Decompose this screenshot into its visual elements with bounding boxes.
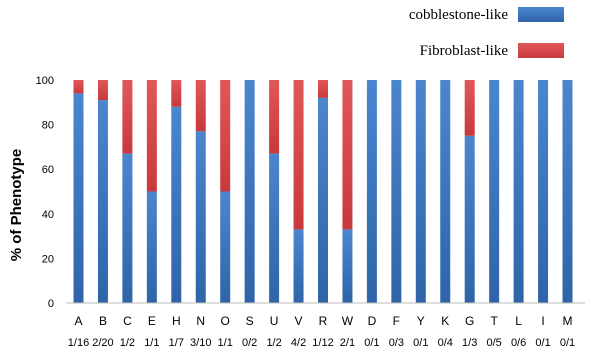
bar-O-fibroblast bbox=[220, 80, 231, 192]
x-category-label-M: M bbox=[563, 314, 573, 328]
bar-A-fibroblast bbox=[73, 80, 84, 94]
x-ratio-label-F: 0/3 bbox=[389, 337, 404, 349]
y-axis-ticks: 0 20 40 60 80 100 bbox=[36, 75, 54, 310]
x-ratio-label-U: 1/2 bbox=[266, 337, 281, 349]
x-ratio-label-V: 4/2 bbox=[291, 337, 306, 349]
bar-K-cobblestone bbox=[440, 80, 451, 303]
bar-C-fibroblast bbox=[122, 80, 133, 154]
x-ratio-label-T: 0/5 bbox=[487, 337, 502, 349]
legend-entry-fibroblast: Fibroblast-like bbox=[420, 43, 564, 59]
x-ratio-label-L: 0/6 bbox=[511, 337, 526, 349]
x-category-label-H: H bbox=[172, 314, 181, 328]
x-ratio-label-K: 0/4 bbox=[438, 337, 453, 349]
x-category-label-A: A bbox=[74, 314, 82, 328]
x-ratio-label-H: 1/7 bbox=[169, 337, 184, 349]
x-category-label-F: F bbox=[393, 314, 400, 328]
x-category-label-L: L bbox=[515, 314, 522, 328]
x-ratio-label-Y: 0/1 bbox=[413, 337, 428, 349]
bar-O-cobblestone bbox=[220, 191, 231, 303]
x-category-label-B: B bbox=[99, 314, 107, 328]
bars bbox=[73, 80, 573, 303]
x-category-label-N: N bbox=[196, 314, 205, 328]
x-ratio-label-S: 0/2 bbox=[242, 337, 257, 349]
bar-N-cobblestone bbox=[195, 131, 206, 303]
x-ratio-label-G: 1/3 bbox=[462, 337, 477, 349]
legend-swatch-fibroblast bbox=[518, 43, 564, 58]
x-category-label-D: D bbox=[368, 314, 377, 328]
bar-N-fibroblast bbox=[195, 80, 206, 132]
bar-V-cobblestone bbox=[293, 229, 304, 303]
bar-F-cobblestone bbox=[391, 80, 402, 303]
bar-R-cobblestone bbox=[318, 97, 328, 303]
y-axis-label: % of Phenotype bbox=[8, 149, 25, 262]
x-ratio-label-I: 0/1 bbox=[535, 337, 550, 349]
x-category-label-O: O bbox=[221, 314, 230, 328]
bar-R-fibroblast bbox=[318, 80, 328, 98]
legend: cobblestone-like Fibroblast-like bbox=[409, 7, 564, 59]
bar-W-cobblestone bbox=[342, 229, 353, 303]
bar-B-fibroblast bbox=[97, 80, 108, 101]
x-ratio-label-M: 0/1 bbox=[560, 337, 575, 349]
x-ratio-label-D: 0/1 bbox=[364, 337, 379, 349]
x-ratio-label-W: 2/1 bbox=[340, 337, 355, 349]
x-category-label-Y: Y bbox=[417, 314, 425, 328]
bar-H-fibroblast bbox=[171, 80, 182, 107]
bar-B-cobblestone bbox=[97, 100, 108, 303]
y-tick-label: 80 bbox=[42, 120, 54, 132]
bar-G-cobblestone bbox=[464, 135, 475, 303]
legend-label-fibroblast: Fibroblast-like bbox=[420, 43, 509, 59]
x-ratio-label-C: 1/2 bbox=[120, 337, 135, 349]
bar-I-cobblestone bbox=[538, 80, 549, 303]
bar-H-cobblestone bbox=[171, 106, 182, 303]
x-category-label-G: G bbox=[465, 314, 474, 328]
y-tick-label: 100 bbox=[36, 75, 54, 87]
x-category-label-U: U bbox=[270, 314, 279, 328]
bar-E-fibroblast bbox=[146, 80, 157, 192]
bar-A-cobblestone bbox=[73, 93, 84, 303]
x-category-label-R: R bbox=[319, 314, 328, 328]
bar-U-fibroblast bbox=[269, 80, 280, 154]
y-tick-label: 20 bbox=[42, 253, 54, 265]
x-category-label-T: T bbox=[490, 314, 498, 328]
bar-V-fibroblast bbox=[293, 80, 304, 230]
bar-E-cobblestone bbox=[146, 191, 157, 303]
y-tick-label: 60 bbox=[42, 164, 54, 176]
bar-T-cobblestone bbox=[489, 80, 500, 303]
bar-W-fibroblast bbox=[342, 80, 353, 230]
x-ratio-label-O: 1/1 bbox=[218, 337, 233, 349]
x-ratio-label-B: 2/20 bbox=[92, 337, 113, 349]
bar-M-cobblestone bbox=[562, 80, 573, 303]
y-tick-label: 40 bbox=[42, 209, 54, 221]
x-ratio-label-E: 1/1 bbox=[144, 337, 159, 349]
x-category-label-W: W bbox=[342, 314, 354, 328]
x-ratio-label-R: 1/12 bbox=[312, 337, 333, 349]
x-ratio-label-N: 3/10 bbox=[190, 337, 211, 349]
legend-label-cobblestone: cobblestone-like bbox=[409, 7, 508, 23]
bar-S-cobblestone bbox=[244, 80, 255, 303]
x-ratio-label-A: 1/16 bbox=[68, 337, 89, 349]
x-axis-ratio-labels: 1/16 2/20 1/2 1/1 1/7 3/10 1/1 0/2 1/2 4/2 1/12 2/1… bbox=[68, 337, 575, 349]
x-category-label-C: C bbox=[123, 314, 132, 328]
legend-entry-cobblestone: cobblestone-like bbox=[409, 7, 564, 23]
x-category-label-I: I bbox=[541, 314, 544, 328]
x-category-label-E: E bbox=[148, 314, 156, 328]
bar-G-fibroblast bbox=[464, 80, 475, 136]
bar-C-cobblestone bbox=[122, 153, 133, 303]
x-category-label-K: K bbox=[441, 314, 449, 328]
x-category-label-S: S bbox=[246, 314, 254, 328]
y-tick-label: 0 bbox=[48, 298, 54, 310]
x-category-label-V: V bbox=[295, 314, 303, 328]
bar-L-cobblestone bbox=[513, 80, 524, 303]
bar-D-cobblestone bbox=[366, 80, 377, 303]
legend-swatch-cobblestone bbox=[518, 7, 564, 22]
bar-Y-cobblestone bbox=[415, 80, 426, 303]
bar-U-cobblestone bbox=[269, 153, 280, 303]
